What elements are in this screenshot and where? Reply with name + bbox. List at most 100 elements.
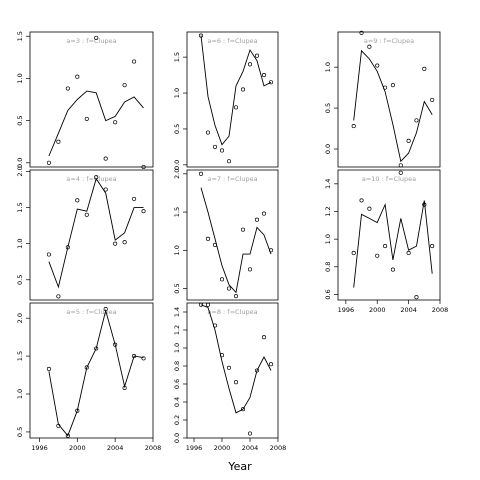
x-tick-label: 2008 <box>145 444 162 452</box>
y-tick-label: 1.0 <box>324 62 332 72</box>
panel-frame <box>186 169 279 301</box>
x-tick-label: 1996 <box>338 306 355 314</box>
data-point <box>254 53 260 58</box>
y-tick-label: 1.2 <box>324 206 332 216</box>
x-tick-label: 2000 <box>214 444 231 452</box>
y-tick-label: 0.0 <box>16 158 24 168</box>
y-tick-label: 0.0 <box>324 144 332 154</box>
data-point <box>132 196 137 201</box>
data-point <box>430 244 435 249</box>
panel-frame <box>29 169 154 301</box>
panel-frame <box>186 31 279 168</box>
data-point <box>226 159 232 164</box>
data-point <box>414 295 419 300</box>
data-point <box>240 407 246 412</box>
data-point <box>56 139 61 144</box>
panel-title: a=8 : f=Clupea <box>207 308 257 316</box>
data-point <box>56 294 61 299</box>
panel-3: a=9 : f=Clupea 0.0 0.5 1.0 <box>324 30 441 168</box>
panel-2: a=6 : f=Clupea 0.0 0.5 1.0 1.5 <box>173 31 279 170</box>
x-tick-label: 2000 <box>369 306 386 314</box>
data-point <box>359 198 364 203</box>
data-point <box>247 431 253 436</box>
y-tick-label: 2.0 <box>173 169 181 179</box>
data-point <box>46 160 51 165</box>
y-tick-label: 0.5 <box>16 427 24 437</box>
y-tick-label: 1.5 <box>16 31 24 41</box>
x-tick-label: 1996 <box>31 444 48 452</box>
data-point <box>414 118 419 123</box>
data-point <box>390 267 395 272</box>
x-tick-label: 1996 <box>186 444 203 452</box>
data-point <box>268 362 274 367</box>
x-tick-label: 2008 <box>270 444 287 452</box>
panel-frame <box>337 169 441 301</box>
data-point <box>430 97 435 102</box>
y-tick-label: 1.0 <box>16 389 24 399</box>
data-point <box>422 66 427 71</box>
panel-title: a=6 : f=Clupea <box>207 37 257 45</box>
data-point <box>46 366 51 372</box>
panel-title: a=5 : f=Clupea <box>66 308 116 316</box>
panel-title: a=9 : f=Clupea <box>364 37 414 45</box>
series-line <box>200 304 272 414</box>
data-point <box>75 198 80 203</box>
data-point <box>198 171 204 176</box>
data-point <box>351 124 356 129</box>
y-tick-label: 0.8 <box>173 361 181 371</box>
y-tick-label: 1.2 <box>173 325 181 335</box>
data-point <box>261 73 267 78</box>
data-point <box>254 217 260 222</box>
y-tick-label: 0.6 <box>324 289 332 299</box>
y-tick-label: 1.4 <box>324 179 332 189</box>
x-tick-label: 2000 <box>69 444 86 452</box>
y-tick-label: 0.5 <box>173 283 181 293</box>
y-tick-label: 2.0 <box>16 313 24 323</box>
data-point <box>406 138 411 143</box>
data-point <box>406 250 411 256</box>
y-tick-label: 0.5 <box>173 124 181 134</box>
data-point <box>240 87 246 92</box>
data-point <box>205 236 211 241</box>
data-point <box>113 241 118 246</box>
panel-title: a=3 : f=Clupea <box>66 37 116 45</box>
data-point <box>46 252 51 257</box>
data-point <box>122 83 127 88</box>
data-point <box>367 206 372 211</box>
panel-frame <box>29 302 154 439</box>
data-point <box>103 156 108 161</box>
panel-frame <box>29 31 154 168</box>
data-point <box>261 335 267 340</box>
y-tick-label: 1.0 <box>16 73 24 83</box>
x-tick-label: 2004 <box>107 444 124 452</box>
data-point <box>375 63 380 68</box>
y-tick-label: 0.5 <box>324 103 332 113</box>
panel-7: a=5 : f=Clupea 0.5 1.0 1.5 2.0 1996 2000 2004 20… <box>16 302 162 452</box>
data-point <box>383 244 388 249</box>
data-point <box>240 227 246 232</box>
y-tick-label: 1.5 <box>173 52 181 62</box>
data-point <box>94 35 99 40</box>
data-point <box>233 294 239 299</box>
y-tick-label: 0.0 <box>173 160 181 170</box>
series-line <box>200 35 272 146</box>
y-tick-label: 1.0 <box>324 234 332 244</box>
data-point <box>261 211 267 216</box>
panel-title: a=4 : f=Clupea <box>66 175 116 183</box>
x-tick-label: 2004 <box>242 444 259 452</box>
series-line <box>48 90 144 157</box>
data-point <box>268 80 274 85</box>
y-tick-label: 1.5 <box>16 351 24 361</box>
x-tick-label: 2008 <box>432 306 449 314</box>
y-tick-label: 2.0 <box>16 166 24 176</box>
y-tick-label: 0.5 <box>16 275 24 285</box>
data-point <box>398 170 403 175</box>
y-tick-label: 0.0 <box>173 433 181 443</box>
x-tick-label: 2004 <box>400 306 417 314</box>
y-tick-label: 0.6 <box>173 379 181 389</box>
data-point <box>226 365 232 370</box>
data-point <box>212 144 218 149</box>
data-point <box>351 250 356 256</box>
data-point <box>84 116 89 121</box>
data-point <box>65 86 70 91</box>
